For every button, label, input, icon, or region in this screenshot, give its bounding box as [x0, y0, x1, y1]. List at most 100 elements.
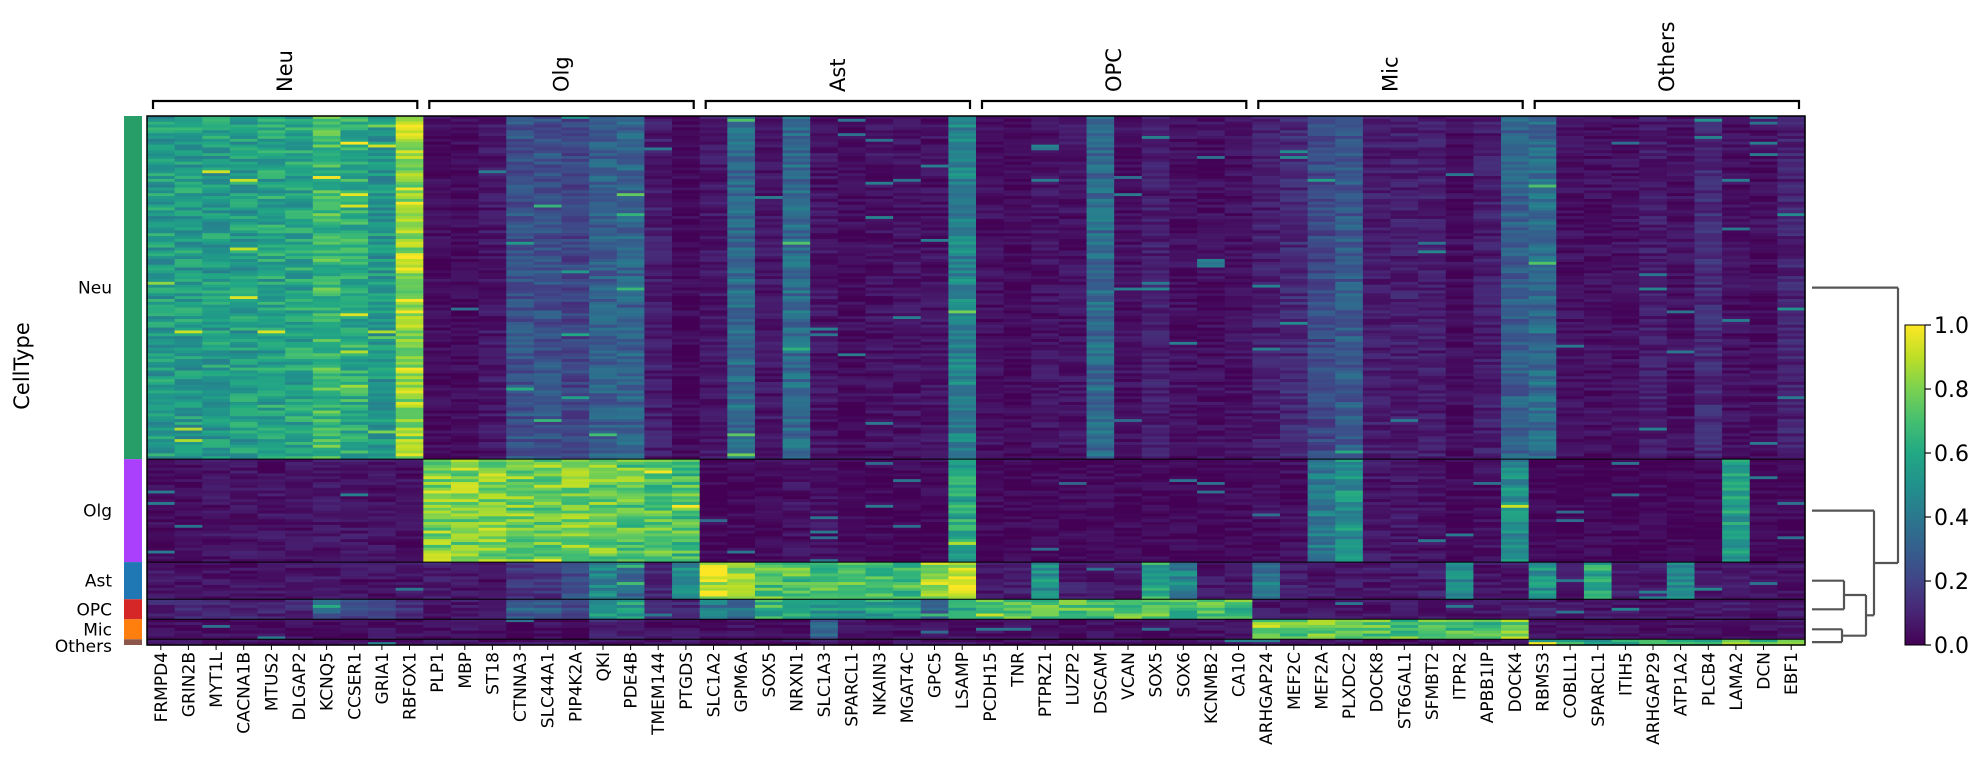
heatmap-cell [257, 193, 286, 197]
heatmap-cell [450, 227, 480, 231]
heatmap-cell [202, 264, 231, 269]
heatmap-cell [561, 250, 590, 254]
heatmap-cell [644, 161, 673, 166]
heatmap-cell [561, 210, 590, 214]
heatmap-cell [229, 221, 259, 226]
heatmap-cell [202, 204, 231, 209]
heatmap-cell [589, 250, 618, 254]
heatmap-cell [1694, 156, 1723, 160]
heatmap-cell [174, 216, 203, 220]
heatmap-cell [147, 201, 176, 206]
heatmap-cell [202, 156, 231, 160]
heatmap-cell [976, 218, 1005, 223]
heatmap-cell [865, 198, 894, 203]
heatmap-cell [1418, 153, 1447, 157]
heatmap-cell [450, 224, 480, 229]
heatmap-cell [1418, 207, 1447, 211]
heatmap-cell [754, 121, 784, 126]
heatmap-cell [202, 256, 231, 260]
heatmap-cell [976, 124, 1005, 129]
heatmap-cell [699, 201, 728, 206]
heatmap-cell [478, 176, 507, 180]
heatmap-cell [423, 204, 452, 209]
heatmap-cell [147, 141, 176, 146]
heatmap-cell [1528, 201, 1557, 206]
heatmap-cell [1583, 264, 1613, 269]
heatmap-cell [1279, 161, 1309, 166]
heatmap-cell [1197, 147, 1226, 151]
heatmap-cell [1031, 247, 1060, 251]
heatmap-cell [1058, 150, 1088, 154]
heatmap-cell [1777, 127, 1806, 131]
celltype-label-ast: Ast [85, 572, 112, 592]
heatmap-cell [450, 210, 480, 214]
heatmap-cell [865, 221, 894, 226]
heatmap-cell [1639, 238, 1668, 243]
heatmap-cell [1197, 130, 1226, 134]
heatmap-cell [920, 181, 949, 186]
heatmap-cell [1473, 256, 1502, 260]
heatmap-cell [312, 198, 342, 203]
heatmap-cell [1418, 184, 1447, 189]
heatmap-cell [672, 230, 701, 234]
heatmap-cell [754, 173, 784, 177]
heatmap-cell [1252, 150, 1281, 154]
heatmap-cell [893, 158, 922, 163]
heatmap-cell [395, 198, 424, 203]
heatmap-cell [1086, 213, 1115, 217]
heatmap-cell [202, 250, 231, 254]
heatmap-cell [1307, 150, 1336, 154]
heatmap-cell [285, 207, 314, 211]
heatmap-cell [1639, 224, 1668, 229]
heatmap-cell [948, 178, 977, 183]
heatmap-cell [1666, 133, 1696, 137]
heatmap-cell [257, 258, 286, 263]
heatmap-cell [340, 153, 369, 157]
heatmap-cell [1058, 253, 1088, 257]
heatmap-cell [1252, 207, 1281, 211]
heatmap-cell [174, 167, 203, 171]
heatmap-cell [506, 247, 535, 251]
heatmap-cell [423, 264, 452, 269]
heatmap-cell [229, 156, 259, 160]
heatmap-cell [1666, 250, 1696, 254]
heatmap-cell [616, 176, 645, 180]
heatmap-cell [1666, 201, 1696, 206]
heatmap-cell [1086, 136, 1115, 140]
heatmap-cell [1169, 233, 1198, 237]
heatmap-cell [1501, 173, 1530, 177]
heatmap-cell [672, 167, 701, 171]
heatmap-cell [1086, 210, 1115, 214]
heatmap-cell [1611, 133, 1640, 137]
heatmap-cell [1583, 164, 1613, 169]
heatmap-cell [1141, 173, 1171, 177]
heatmap-cell [810, 247, 839, 251]
heatmap-cell [1473, 133, 1502, 137]
heatmap-cell [1501, 244, 1530, 249]
heatmap-cell [1224, 124, 1253, 129]
heatmap-cell [1335, 170, 1364, 174]
heatmap-cell [1362, 253, 1392, 257]
heatmap-cell [1003, 258, 1032, 263]
heatmap-cell [1611, 130, 1640, 134]
heatmap-cell [561, 204, 590, 209]
heatmap-cell [727, 127, 756, 131]
heatmap-cell [1086, 216, 1115, 220]
heatmap-cell [1252, 224, 1281, 229]
heatmap-cell [1252, 213, 1281, 217]
heatmap-cell [202, 258, 231, 263]
heatmap-cell [976, 170, 1005, 174]
heatmap-cell [1473, 150, 1502, 154]
heatmap-cell [1777, 116, 1806, 120]
heatmap-cell [699, 196, 728, 200]
heatmap-cell [672, 130, 701, 134]
heatmap-cell [782, 167, 811, 171]
heatmap-cell [1722, 233, 1751, 237]
heatmap-cell [1666, 190, 1696, 194]
heatmap-cell [1501, 158, 1530, 163]
heatmap-cell [616, 198, 645, 203]
heatmap-cell [810, 153, 839, 157]
heatmap-cell [810, 230, 839, 234]
heatmap-cell [948, 138, 977, 143]
heatmap-cell [533, 210, 563, 214]
